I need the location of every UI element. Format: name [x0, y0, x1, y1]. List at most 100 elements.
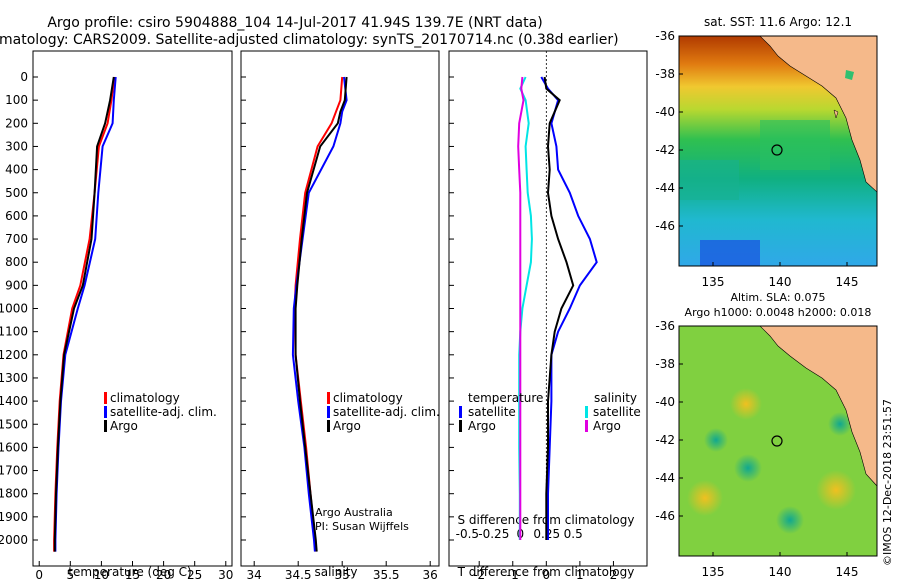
- depth-tick-label: 1600: [0, 440, 28, 454]
- x-tick-label: 20: [156, 568, 171, 580]
- map-lon-label: 135: [702, 565, 725, 579]
- temperature-panel: [32, 50, 233, 567]
- salinity-legend: climatology satellite-adj. clim. Argo: [327, 391, 440, 433]
- series-line-argo: [294, 76, 348, 552]
- depth-tick-label: 1800: [0, 487, 28, 501]
- sst-patch: [679, 160, 739, 200]
- depth-tick-label: 1300: [0, 371, 28, 385]
- legend-salinity-heading: salinity: [594, 391, 637, 405]
- depth-tick-label: 100: [5, 93, 28, 107]
- depth-tick-label: 1500: [0, 417, 28, 431]
- legend-swatch-climatology: [104, 392, 107, 404]
- series-line-s-argo: [517, 76, 525, 540]
- legend-swatch-t-argo: [459, 420, 462, 432]
- map-lon-label: 145: [836, 275, 859, 289]
- x-tick-label: 15: [125, 568, 140, 580]
- sla-land: [759, 326, 877, 487]
- legend-swatch-s-satellite: [585, 406, 588, 418]
- depth-tick-label: 0: [20, 70, 28, 84]
- sst-map-axes: -36 -38 -40 -42 -44 -46 135 140 145: [655, 29, 858, 289]
- depth-tick-label: 1700: [0, 464, 28, 478]
- sst-patch: [760, 120, 830, 170]
- x-tick-label: -2: [473, 568, 485, 580]
- sst-map: [679, 36, 877, 266]
- map-lat-label: -40: [655, 105, 675, 119]
- depth-axis: 0 100 200 300 400 500 600 700 800 900 1000 1100 1200…: [0, 70, 454, 547]
- legend-climatology: climatology: [333, 391, 403, 405]
- sla-high: [730, 388, 762, 420]
- legend-swatch-argo: [104, 420, 107, 432]
- map-lon-label: 140: [769, 565, 792, 579]
- x-tick-label: 0: [543, 568, 551, 580]
- x-tick-label: 35.5: [373, 568, 400, 580]
- map-lon-label: 140: [769, 275, 792, 289]
- map-lat-label: -44: [655, 181, 675, 195]
- difference-legend: temperature satellite Argo salinity sate…: [459, 391, 641, 433]
- imos-watermark: ©IMOS 12-Dec-2018 23:51:57: [881, 399, 894, 566]
- sla-low: [734, 454, 762, 482]
- map-lat-label: -46: [655, 219, 675, 233]
- legend-swatch-climatology: [327, 392, 330, 404]
- depth-tick-label: 1200: [0, 348, 28, 362]
- legend-s-argo: Argo: [593, 419, 621, 433]
- depth-tick-label: 1900: [0, 510, 28, 524]
- legend-swatch-t-satellite: [459, 406, 462, 418]
- legend-satellite: satellite-adj. clim.: [333, 405, 440, 419]
- x-tick-label: 30: [218, 568, 233, 580]
- sla-low: [828, 412, 852, 436]
- depth-tick-label: 1000: [0, 302, 28, 316]
- temperature-x-axis: 0 5 10 15 20 25 30: [35, 561, 233, 580]
- legend-swatch-s-argo: [585, 420, 588, 432]
- legend-t-argo: Argo: [468, 419, 496, 433]
- depth-tick-label: 2000: [0, 533, 28, 547]
- sla-map-title2: Argo h1000: 0.0048 h2000: 0.018: [685, 306, 872, 319]
- top-x-tick-label: 0.5: [564, 527, 583, 541]
- x-tick-label: 36: [423, 568, 438, 580]
- temperature-legend: climatology satellite-adj. clim. Argo: [104, 391, 217, 433]
- depth-tick-label: 900: [5, 278, 28, 292]
- map-lat-label: -38: [655, 357, 675, 371]
- map-lat-label: -38: [655, 67, 675, 81]
- x-tick-label: 2: [610, 568, 618, 580]
- header-title: Argo profile: csiro 5904888_104 14-Jul-2…: [47, 15, 542, 31]
- depth-tick-label: 700: [5, 232, 28, 246]
- x-tick-label: 34.5: [285, 568, 312, 580]
- series-line-argo: [53, 76, 115, 552]
- series-line-s-satellite: [518, 76, 533, 540]
- legend-t-satellite: satellite: [468, 405, 516, 419]
- sla-argo-marker: [771, 435, 783, 447]
- x-tick-label: 25: [187, 568, 202, 580]
- legend-satellite: satellite-adj. clim.: [110, 405, 217, 419]
- depth-tick-label: 200: [5, 116, 28, 130]
- sst-island: [833, 109, 839, 119]
- series-line-t-satellite: [540, 76, 598, 540]
- map-lat-label: -44: [655, 471, 675, 485]
- sla-map-frame: [678, 325, 878, 557]
- legend-s-satellite: satellite: [593, 405, 641, 419]
- map-lon-label: 135: [702, 275, 725, 289]
- map-lat-label: -42: [655, 433, 675, 447]
- legend-swatch-satellite: [327, 406, 330, 418]
- x-tick-label: 5: [66, 568, 74, 580]
- depth-tick-label: 1400: [0, 394, 28, 408]
- x-tick-label: 0: [35, 568, 43, 580]
- map-lat-label: -36: [655, 319, 675, 333]
- map-lat-label: -42: [655, 143, 675, 157]
- sla-map: [679, 326, 877, 556]
- map-lat-label: -40: [655, 395, 675, 409]
- top-x-tick-label: -0.5: [456, 527, 479, 541]
- sla-low: [776, 506, 804, 534]
- x-tick-label: 10: [94, 568, 109, 580]
- sst-island: [845, 70, 854, 80]
- salinity-panel: [240, 50, 440, 567]
- difference-xlabel: T difference from climatology: [457, 565, 635, 579]
- sla-map-title1: Altim. SLA: 0.075: [730, 291, 825, 304]
- header-subtitle: Climatology: CARS2009. Satellite-adjuste…: [0, 32, 619, 48]
- map-lat-label: -46: [655, 509, 675, 523]
- legend-climatology: climatology: [110, 391, 180, 405]
- credit-line1: Argo Australia: [315, 506, 393, 519]
- depth-tick-label: 800: [5, 255, 28, 269]
- sla-low: [704, 428, 728, 452]
- profile-lines: [53, 51, 598, 552]
